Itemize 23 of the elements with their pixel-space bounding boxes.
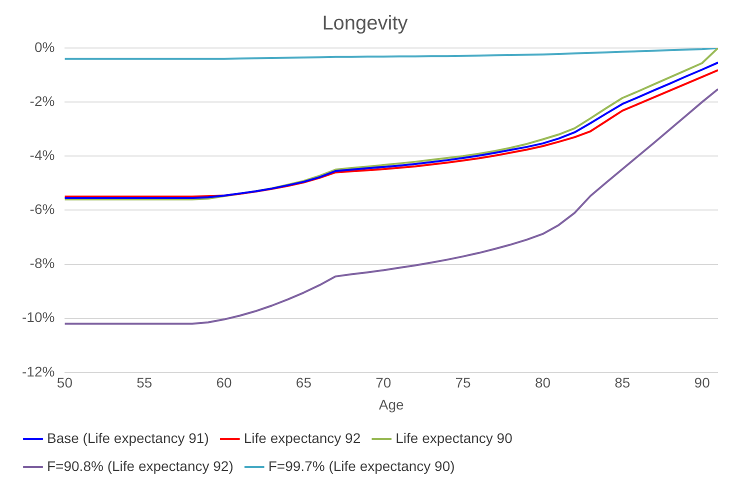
x-tick-label: 80 bbox=[534, 374, 551, 391]
y-tick-label: -4% bbox=[30, 146, 55, 163]
x-tick-label: 85 bbox=[614, 374, 630, 391]
y-tick-label: -2% bbox=[30, 92, 55, 109]
x-axis-title: Age bbox=[378, 396, 404, 412]
x-tick-label: 75 bbox=[455, 374, 472, 391]
x-tick-label: 70 bbox=[376, 374, 392, 391]
legend-label: Base (Life expectancy 91) bbox=[47, 430, 209, 446]
x-tick-label: 60 bbox=[216, 374, 232, 391]
legend-label: Life expectancy 92 bbox=[244, 430, 361, 446]
x-tick-label: 90 bbox=[694, 374, 710, 391]
y-tick-label: -8% bbox=[30, 255, 55, 272]
y-tick-label: 0% bbox=[34, 38, 55, 55]
chart-title: Longevity bbox=[322, 12, 408, 35]
y-tick-label: -12% bbox=[22, 363, 55, 380]
legend-label: Life expectancy 90 bbox=[396, 430, 513, 446]
y-tick-label: -6% bbox=[30, 201, 55, 218]
x-tick-label: 65 bbox=[296, 374, 312, 391]
x-tick-label: 55 bbox=[136, 374, 152, 391]
legend-label: F=90.8% (Life expectancy 92) bbox=[47, 458, 234, 474]
y-tick-label: -10% bbox=[22, 309, 55, 326]
x-tick-label: 50 bbox=[56, 374, 73, 391]
legend-label: F=99.7% (Life expectancy 90) bbox=[268, 458, 455, 474]
